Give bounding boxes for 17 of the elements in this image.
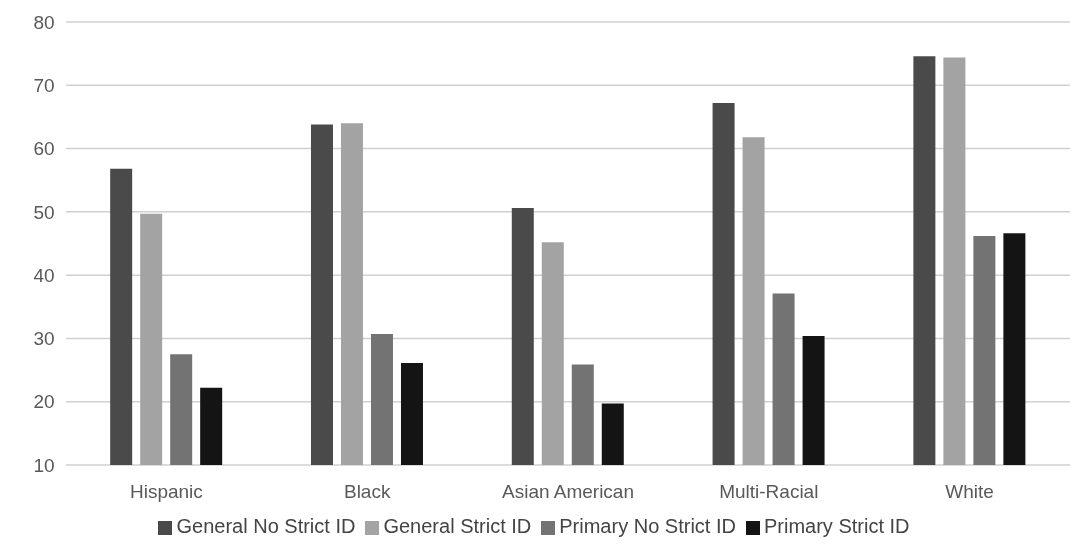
y-tick-label: 20 (33, 391, 55, 413)
y-tick-label: 80 (33, 11, 55, 33)
legend-label: General Strict ID (383, 515, 532, 537)
y-tick-label: 30 (33, 328, 55, 350)
x-tick-label: Black (343, 481, 391, 503)
legend-label: General No Strict ID (176, 515, 356, 537)
y-tick-label: 50 (33, 201, 55, 223)
legend-label: Primary Strict ID (763, 515, 910, 537)
x-tick-label: White (945, 481, 994, 503)
y-tick-label: 40 (33, 264, 55, 286)
x-tick-label: Multi-Racial (719, 481, 819, 503)
y-tick-label: 60 (33, 138, 55, 160)
y-tick-label: 10 (33, 454, 55, 476)
legend-label: Primary No Strict ID (559, 515, 736, 537)
y-tick-label: 70 (33, 75, 55, 97)
x-tick-label: Asian American (501, 481, 635, 503)
x-tick-label: Hispanic (129, 481, 203, 503)
